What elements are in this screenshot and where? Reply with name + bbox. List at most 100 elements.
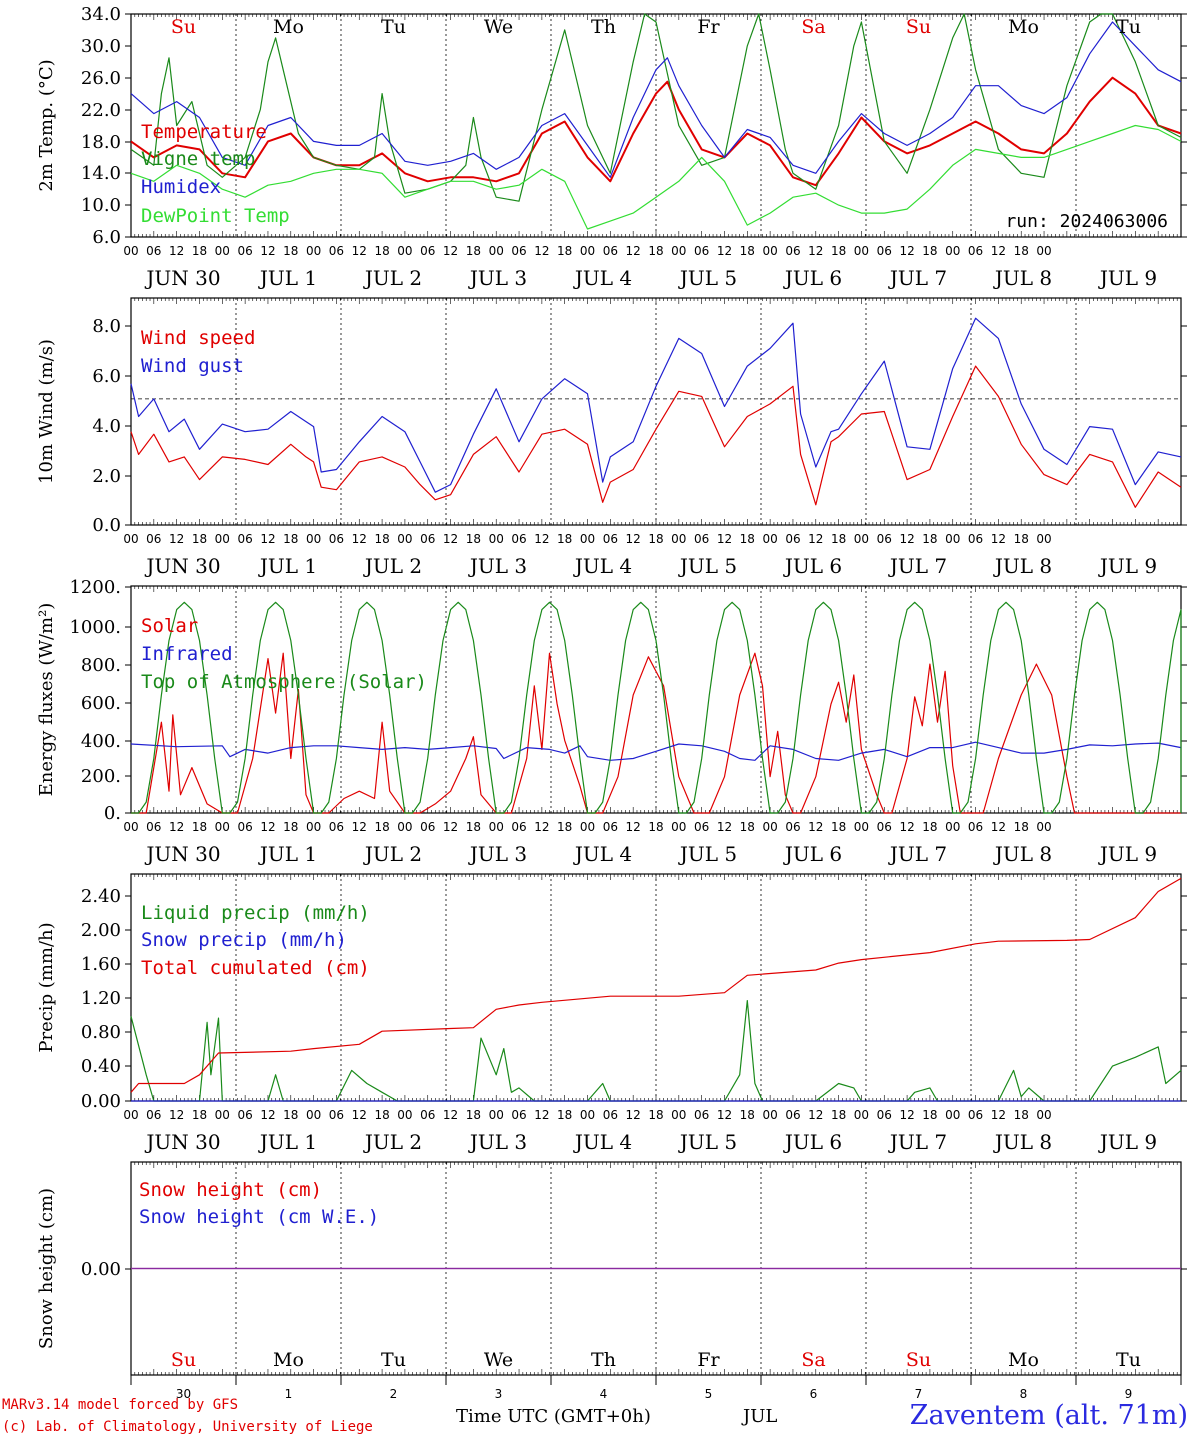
hour-tick-label: 06: [420, 532, 435, 546]
y-tick-label: 0.40: [81, 1056, 121, 1077]
weekday-label: Su: [171, 1349, 196, 1371]
panel-5: [125, 1161, 1187, 1385]
series-line: [131, 601, 1182, 814]
hour-tick-label: 00: [1036, 244, 1051, 258]
date-label: JUN 30: [144, 842, 220, 866]
hour-tick-label: 18: [192, 820, 207, 834]
date-label: JUL 3: [468, 842, 527, 866]
hour-tick-label: 00: [1036, 1108, 1051, 1122]
hour-tick-label: 06: [329, 244, 344, 258]
date-label: JUL 6: [783, 842, 842, 866]
hour-tick-label: 06: [603, 820, 618, 834]
weekday-label: Fr: [697, 16, 720, 38]
hour-tick-label: 00: [123, 1108, 138, 1122]
hour-tick-label: 12: [626, 1108, 641, 1122]
hour-tick-label: 00: [762, 244, 777, 258]
hour-tick-label: 00: [215, 1108, 230, 1122]
weekday-label: Su: [171, 16, 196, 38]
y-tick-label: 34.0: [81, 4, 121, 25]
weekday-label: We: [484, 16, 513, 38]
hour-tick-label: 18: [374, 1108, 389, 1122]
hour-tick-label: 12: [260, 820, 275, 834]
date-label: JUL 8: [993, 1130, 1052, 1154]
hour-tick-label: 00: [854, 532, 869, 546]
hour-tick-label: 12: [991, 1108, 1006, 1122]
legend-entry: Vigne temp: [141, 148, 255, 170]
hour-tick-label: 18: [922, 244, 937, 258]
hour-tick-label: 06: [511, 1108, 526, 1122]
weekday-label: Sa: [801, 1349, 825, 1371]
hour-tick-label: 12: [352, 244, 367, 258]
hour-tick-label: 18: [466, 532, 481, 546]
hour-tick-label: 18: [557, 532, 572, 546]
legend-entry: Snow height (cm W.E.): [139, 1206, 379, 1228]
day-number-label: 6: [810, 1387, 818, 1401]
y-tick-label: 2.00: [81, 920, 121, 941]
weekday-label: Tu: [1116, 16, 1141, 38]
y-tick-label: 400.: [81, 731, 121, 752]
panel-1: [125, 13, 1187, 238]
hour-tick-label: 18: [1014, 244, 1029, 258]
hour-tick-label: 06: [785, 1108, 800, 1122]
series-line: [130, 317, 1182, 493]
hour-tick-label: 06: [329, 1108, 344, 1122]
series-line: [130, 76, 1182, 187]
hour-tick-label: 00: [671, 820, 686, 834]
hour-tick-label: 00: [489, 532, 504, 546]
date-label: JUL 6: [783, 1130, 842, 1154]
hour-tick-label: 18: [831, 532, 846, 546]
hour-tick-label: 00: [397, 1108, 412, 1122]
time-axis-label: Time UTC (GMT+0h): [456, 1406, 651, 1427]
hour-tick-label: 00: [854, 1108, 869, 1122]
date-label: JUL 7: [888, 266, 947, 290]
hour-tick-label: 00: [489, 244, 504, 258]
hour-tick-label: 18: [831, 820, 846, 834]
hour-tick-label: 18: [1014, 532, 1029, 546]
date-label: JUL 5: [678, 1130, 737, 1154]
legend-entry: Snow precip (mm/h): [141, 929, 347, 951]
hour-tick-label: 18: [1014, 820, 1029, 834]
hour-tick-label: 06: [511, 532, 526, 546]
hour-tick-label: 06: [785, 244, 800, 258]
hour-tick-label: 06: [694, 820, 709, 834]
hour-tick-label: 18: [740, 1108, 755, 1122]
hour-tick-label: 00: [945, 244, 960, 258]
legend-entry: Snow height (cm): [139, 1179, 322, 1201]
hour-tick-label: 00: [1036, 820, 1051, 834]
y-axis-label: 2m Temp. (°C): [36, 59, 57, 191]
y-axis-label: Precip (mm/h): [36, 922, 57, 1052]
hour-tick-label: 12: [717, 820, 732, 834]
date-label: JUL 8: [993, 842, 1052, 866]
hour-tick-label: 00: [580, 1108, 595, 1122]
hour-tick-label: 12: [991, 532, 1006, 546]
hour-tick-label: 18: [283, 244, 298, 258]
hour-tick-label: 06: [694, 1108, 709, 1122]
hour-tick-label: 18: [283, 1108, 298, 1122]
day-number-label: 1: [285, 1387, 293, 1401]
hour-tick-label: 12: [352, 1108, 367, 1122]
hour-tick-label: 00: [762, 820, 777, 834]
hour-tick-label: 00: [306, 532, 321, 546]
y-tick-label: 14.0: [81, 163, 121, 184]
hour-tick-label: 00: [854, 244, 869, 258]
date-label: JUL 4: [573, 266, 632, 290]
hour-tick-label: 00: [397, 820, 412, 834]
hour-tick-label: 18: [557, 1108, 572, 1122]
y-tick-label: 600.: [81, 693, 121, 714]
hour-tick-label: 12: [260, 1108, 275, 1122]
weekday-label: Tu: [381, 16, 406, 38]
hour-tick-label: 18: [922, 820, 937, 834]
hour-tick-label: 12: [534, 244, 549, 258]
hour-tick-label: 00: [397, 532, 412, 546]
day-number-label: 2: [390, 1387, 398, 1401]
hour-tick-label: 18: [648, 1108, 663, 1122]
hour-tick-label: 06: [237, 820, 252, 834]
hour-tick-label: 18: [740, 244, 755, 258]
hour-tick-label: 00: [762, 1108, 777, 1122]
weekday-label: Mo: [1008, 16, 1039, 38]
hour-tick-label: 06: [968, 244, 983, 258]
weekday-label: Fr: [697, 1349, 720, 1371]
hour-tick-label: 12: [443, 244, 458, 258]
y-tick-label: 1.20: [81, 988, 121, 1009]
date-label: JUL 5: [678, 266, 737, 290]
